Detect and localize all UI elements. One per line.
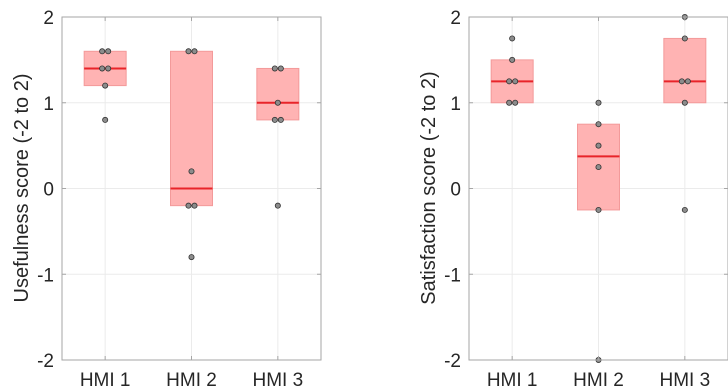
satisfaction-chart: Satisfaction score (-2 to 2) -2 -1 0 1 2 HMI …: [418, 8, 728, 391]
box-2: [170, 50, 213, 207]
data-point: [277, 65, 284, 72]
y-tick-label: 2: [43, 8, 54, 29]
data-point: [188, 168, 195, 175]
data-point: [684, 78, 691, 85]
y-tick-label: 0: [43, 180, 54, 201]
data-point: [185, 202, 192, 209]
data-point: [191, 48, 198, 55]
x-tick-label: HMI 3: [659, 370, 710, 391]
box-3: [256, 67, 300, 121]
data-point: [271, 116, 278, 123]
data-point: [681, 99, 688, 106]
data-point: [188, 254, 195, 261]
x-tick-label: HMI 2: [166, 370, 217, 391]
y-axis-title: Satisfaction score (-2 to 2): [418, 71, 440, 304]
data-point: [595, 142, 602, 149]
data-point: [681, 206, 688, 213]
data-point: [595, 206, 602, 213]
data-point: [681, 35, 688, 42]
satisfaction-plot-area: -2 -1 0 1 2 HMI 1 HMI 2 HMI 3: [444, 8, 728, 391]
data-point: [105, 48, 112, 55]
y-tick-label: -2: [444, 351, 461, 372]
data-point: [277, 116, 284, 123]
y-tick-label: -2: [37, 351, 54, 372]
y-tick-label: 2: [450, 8, 461, 29]
data-point: [506, 78, 513, 85]
y-tick-label: -1: [444, 265, 461, 286]
data-point: [595, 121, 602, 128]
data-point: [271, 65, 278, 72]
y-tick-label: 1: [43, 94, 54, 115]
data-point: [99, 65, 106, 72]
data-point: [191, 202, 198, 209]
usefulness-chart: Usefulness score (-2 to 2) -2 -1 0 1 2 HMI 1 H…: [11, 8, 322, 391]
x-tick-label: HMI 1: [80, 370, 131, 391]
data-point: [595, 164, 602, 171]
data-point: [512, 78, 519, 85]
data-point: [274, 202, 281, 209]
data-point: [274, 99, 281, 106]
data-point: [506, 99, 513, 106]
x-tick-label: HMI 2: [573, 370, 624, 391]
data-point: [509, 56, 516, 63]
y-tick-label: 1: [450, 94, 461, 115]
data-point: [678, 78, 685, 85]
data-point: [105, 65, 112, 72]
x-tick-label: HMI 1: [487, 370, 538, 391]
data-point: [185, 48, 192, 55]
y-tick-label: 0: [450, 180, 461, 201]
data-point: [512, 99, 519, 106]
box-3: [663, 37, 707, 104]
data-point: [595, 99, 602, 106]
y-axis-title: Usefulness score (-2 to 2): [11, 74, 33, 303]
x-tick-label: HMI 3: [252, 370, 303, 391]
data-point: [509, 35, 516, 42]
data-point: [102, 116, 109, 123]
data-point: [99, 48, 106, 55]
data-point: [102, 82, 109, 89]
usefulness-plot-area: -2 -1 0 1 2 HMI 1 HMI 2 HMI 3: [37, 8, 322, 391]
y-tick-label: -1: [37, 265, 54, 286]
